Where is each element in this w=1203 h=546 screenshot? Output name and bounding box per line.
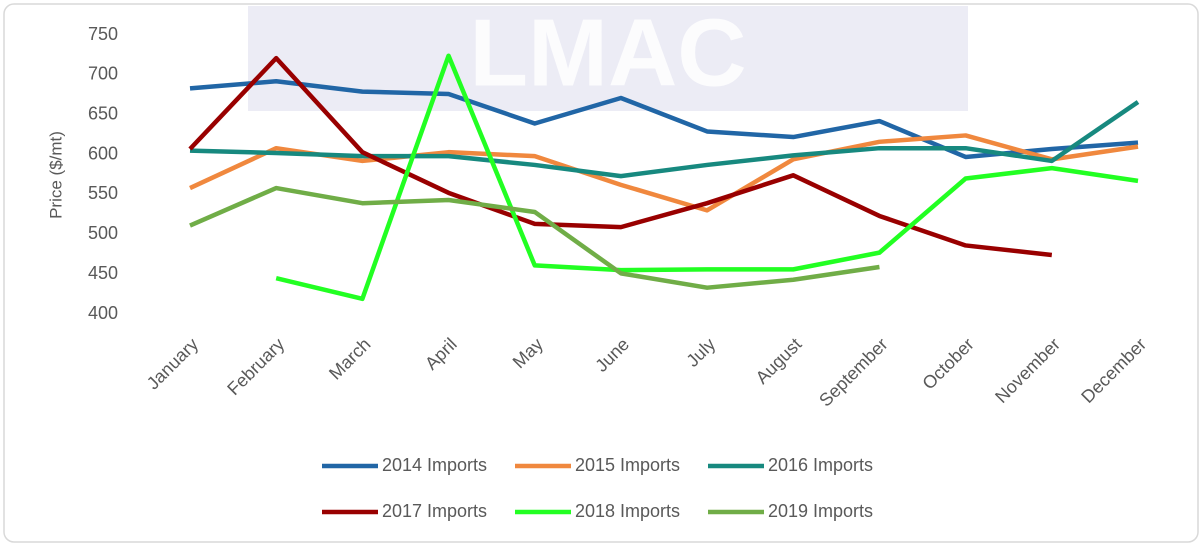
series-line xyxy=(275,53,1139,302)
series-line xyxy=(189,133,1139,213)
legend-label: 2017 Imports xyxy=(382,501,487,521)
y-tick-label: 550 xyxy=(88,183,118,203)
series-line xyxy=(189,78,1139,160)
watermark: LMAC xyxy=(469,0,746,106)
y-tick-label: 450 xyxy=(88,263,118,283)
legend-label: 2019 Imports xyxy=(768,501,873,521)
legend-label: 2015 Imports xyxy=(575,455,680,475)
legend-label: 2016 Imports xyxy=(768,455,873,475)
y-tick-label: 750 xyxy=(88,24,118,44)
y-tick-label: 650 xyxy=(88,103,118,123)
y-tick-label: 700 xyxy=(88,64,118,84)
y-tick-label: 400 xyxy=(88,303,118,323)
legend-label: 2018 Imports xyxy=(575,501,680,521)
y-axis-title: Price ($/mt) xyxy=(46,131,65,219)
y-tick-label: 600 xyxy=(88,143,118,163)
y-tick-label: 500 xyxy=(88,223,118,243)
legend-label: 2014 Imports xyxy=(382,455,487,475)
series-line xyxy=(189,185,880,290)
series-line xyxy=(189,100,1140,179)
